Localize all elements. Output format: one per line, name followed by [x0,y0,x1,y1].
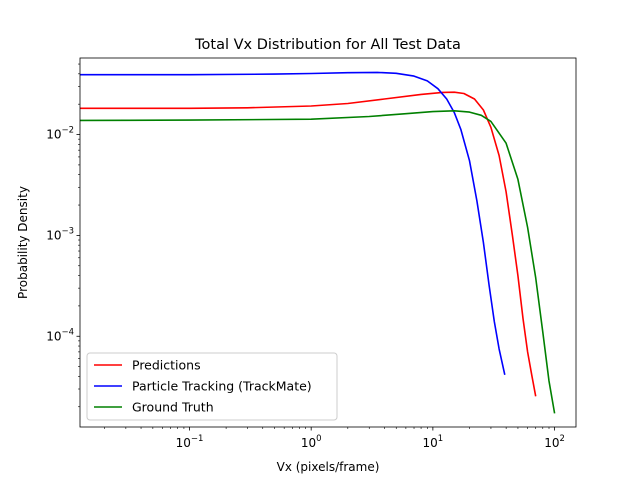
x-axis-label: Vx (pixels/frame) [277,460,380,474]
x-tick-label-2: 100 [301,434,322,450]
legend-label-2: Particle Tracking (TrackMate) [132,379,312,394]
x-tick-label-3: 101 [423,434,444,450]
legend-label-3: Ground Truth [132,400,214,415]
series-line-2 [80,71,506,375]
y-tick-label-1: 10−4 [46,327,74,343]
series-line-3 [79,110,556,414]
legend-box [86,352,338,421]
y-tick-label-3: 10−2 [46,126,74,142]
axes-ticks: 10−1 100 101 102 10−4 10−3 10−2 [46,63,565,450]
y-axis-label: Probability Density [16,186,30,299]
legend-label-1: Predictions [132,358,201,373]
legend: Predictions Particle Tracking (TrackMate)… [86,352,338,421]
x-tick-label-4: 102 [544,434,565,450]
series-line-1 [80,91,537,397]
plot-area [79,71,556,414]
axes-frame [79,57,577,428]
y-tick-label-2: 10−3 [46,226,74,242]
x-tick-label-1: 10−1 [176,434,204,450]
chart-title: Total Vx Distribution for All Test Data [194,37,461,53]
